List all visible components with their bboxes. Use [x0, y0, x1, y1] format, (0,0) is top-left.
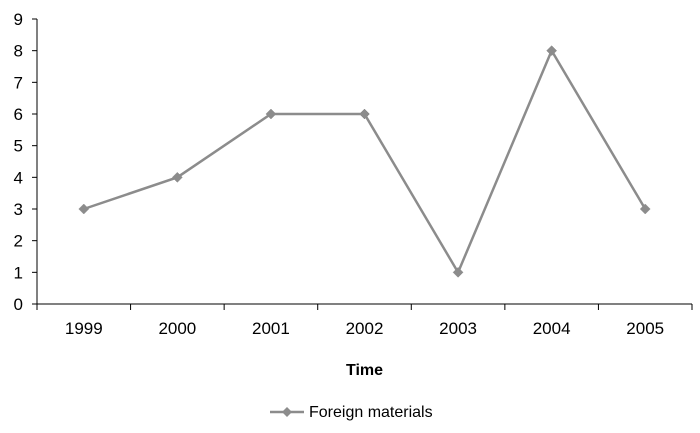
legend-label: Foreign materials — [309, 404, 433, 421]
y-tick-label: 9 — [14, 10, 23, 29]
data-point-marker — [452, 266, 464, 278]
x-tick-label: 2005 — [626, 319, 664, 338]
y-tick-label: 4 — [14, 168, 23, 187]
series-line — [83, 47, 647, 276]
y-tick-label: 1 — [14, 263, 23, 282]
x-tick-label: 2003 — [439, 319, 477, 338]
y-tick-label: 5 — [14, 137, 23, 156]
legend: Foreign materials — [270, 404, 433, 421]
x-tick-label: 2004 — [533, 319, 571, 338]
legend-marker-diamond — [282, 407, 292, 417]
data-point-marker — [78, 203, 90, 215]
x-tick-label: 2002 — [346, 319, 384, 338]
data-point-marker — [639, 203, 651, 215]
data-point-marker — [359, 108, 370, 120]
x-tick-label: 1999 — [65, 319, 103, 338]
y-tick-label: 7 — [14, 73, 23, 92]
y-axis: 0 1 2 3 4 5 6 7 8 9 — [14, 10, 38, 314]
x-tick-label: 2000 — [158, 319, 196, 338]
y-tick-label: 8 — [14, 42, 23, 61]
data-point-marker — [546, 45, 557, 57]
x-tick-label: 2001 — [252, 319, 290, 338]
data-point-marker — [265, 108, 277, 120]
x-axis-title: Time — [346, 362, 383, 379]
y-tick-label: 2 — [14, 232, 23, 251]
y-tick-label: 0 — [14, 295, 23, 314]
x-axis: 1999 2000 2001 2002 2003 2004 2005 — [36, 303, 693, 338]
y-tick-label: 3 — [14, 200, 23, 219]
y-tick-label: 6 — [14, 105, 23, 124]
series-group — [78, 45, 651, 278]
data-point-marker — [172, 171, 183, 183]
